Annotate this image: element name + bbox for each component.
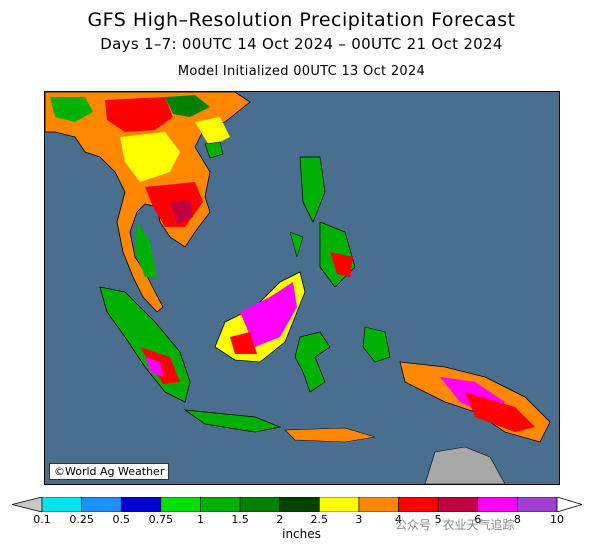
colorbar-swatch: [398, 497, 439, 512]
colorbar-swatch: [279, 497, 320, 512]
hainan: [204, 141, 224, 159]
colorbar-tick-label: 2: [276, 513, 284, 526]
colorbar-tick-label: 2.5: [310, 513, 329, 526]
colorbar-tick-label: 8: [513, 513, 521, 526]
new-guinea: [399, 361, 551, 443]
australia: [424, 446, 506, 484]
sulawesi: [294, 331, 331, 393]
colorbar-swatch: [81, 497, 122, 512]
map-title: GFS High–Resolution Precipitation Foreca…: [87, 9, 516, 31]
units-label: inches: [282, 527, 321, 541]
colorbar-swatch: [239, 497, 280, 512]
watermark: 公众号 · 农业天气追踪: [395, 518, 515, 532]
forecast-period: Days 1–7: 00UTC 14 Oct 2024 – 00UTC 21 O…: [100, 35, 503, 53]
colorbar-swatch: [120, 497, 162, 512]
colorbar-swatch: [477, 497, 518, 512]
colorbar-tick-label: 0.75: [148, 513, 174, 526]
philippines: [289, 156, 356, 288]
maluku: [362, 326, 391, 363]
colorbar-swatch: [41, 497, 82, 512]
colorbar-swatch: [517, 497, 558, 512]
borneo: [214, 271, 306, 363]
colorbar-tick-label: 0.1: [33, 513, 51, 526]
colorbar-tick-label: 1: [196, 513, 204, 526]
copyright-label: ©World Ag Weather: [49, 463, 170, 480]
colorbar-tick-label: 4: [395, 513, 403, 526]
mainland-southeast-asia: [45, 92, 251, 313]
sumatra: [99, 286, 191, 403]
colorbar-tick-label: 3: [355, 513, 363, 526]
precipitation-map: ©World Ag Weather: [44, 91, 560, 485]
colorbar-over-arrow: [556, 497, 582, 512]
colorbar-tick-label: 0.5: [112, 513, 130, 526]
lesser-sunda-islands: [284, 427, 376, 443]
colorbar-tick-label: 0.25: [69, 513, 94, 526]
colorbar-tick-label: 1.5: [231, 513, 249, 526]
colorbar-swatch: [319, 497, 360, 512]
colorbar-swatch: [200, 497, 241, 512]
colorbar-under-arrow: [12, 497, 43, 512]
precipitation-colorbar: [12, 497, 582, 512]
colorbar-swatch: [437, 497, 479, 512]
colorbar-swatch: [358, 497, 399, 512]
colorbar-tick-label: 6: [474, 513, 482, 526]
colorbar-tick-label: 10: [550, 513, 564, 526]
model-initialized: Model Initialized 00UTC 13 Oct 2024: [177, 64, 426, 79]
colorbar-tick-label: 5: [434, 513, 442, 526]
colorbar-swatch: [160, 497, 201, 512]
java: [183, 409, 282, 433]
